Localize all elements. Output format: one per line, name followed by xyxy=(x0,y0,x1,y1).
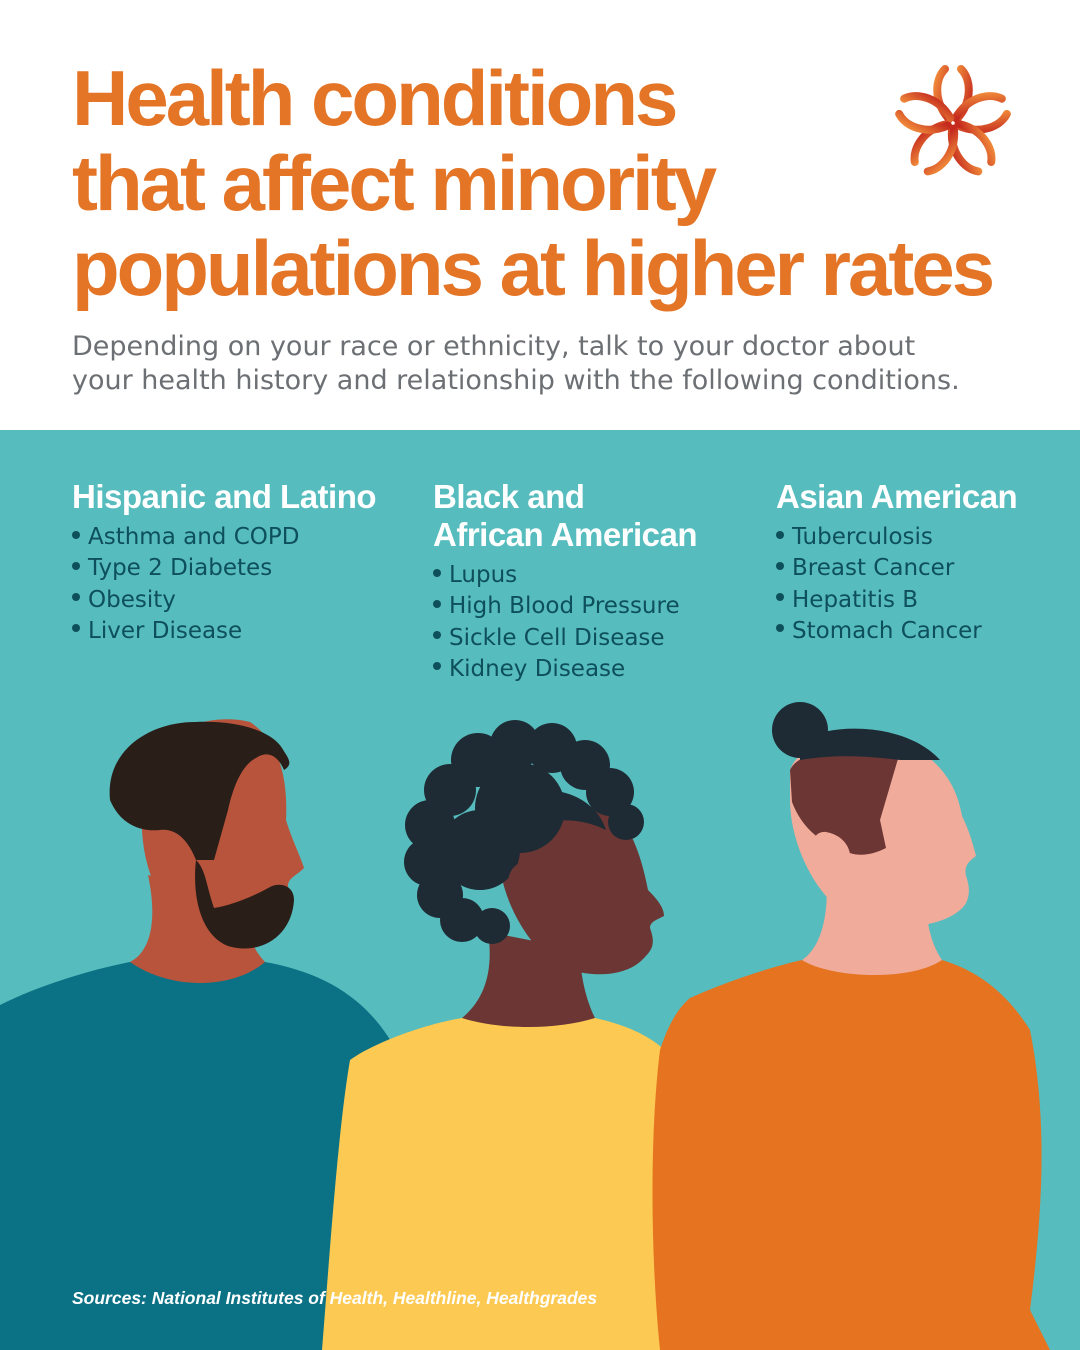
condition-list: Asthma and COPD Type 2 Diabetes Obesity … xyxy=(72,522,376,647)
condition-label: Hepatitis B xyxy=(792,586,919,613)
group-black-african-american: Black and African American Lupus High Bl… xyxy=(433,478,698,685)
list-item: Lupus xyxy=(433,560,697,591)
list-item: Hepatitis B xyxy=(776,585,1017,616)
condition-label: Type 2 Diabetes xyxy=(88,555,273,582)
group-heading-line: Black and xyxy=(433,478,585,515)
condition-label: Lupus xyxy=(449,562,518,588)
group-hispanic-latino: Hispanic and Latino Asthma and COPD Type… xyxy=(72,478,377,647)
bullet-icon xyxy=(72,530,80,539)
list-item: Asthma and COPD xyxy=(72,522,376,553)
list-item: Tuberculosis xyxy=(776,522,1017,553)
list-item: Kidney Disease xyxy=(433,654,697,685)
bullet-icon xyxy=(776,624,784,633)
bullet-icon xyxy=(776,561,784,570)
bullet-icon xyxy=(776,530,784,539)
group-heading: Asian American xyxy=(776,478,1018,516)
condition-label: Tuberculosis xyxy=(792,524,933,550)
condition-label: Obesity xyxy=(88,586,176,613)
condition-list: Lupus High Blood Pressure Sickle Cell Di… xyxy=(433,560,697,685)
condition-label: Sickle Cell Disease xyxy=(449,624,665,651)
list-item: Sickle Cell Disease xyxy=(433,623,697,654)
condition-label: Stomach Cancer xyxy=(792,617,982,644)
subtitle-line: Depending on your race or ethnicity, tal… xyxy=(72,331,916,362)
subtitle-line: your health history and relationship wit… xyxy=(72,365,960,396)
bullet-icon xyxy=(72,593,80,602)
page-subtitle: Depending on your race or ethnicity, tal… xyxy=(72,330,1032,398)
bullet-icon xyxy=(433,631,441,640)
list-item: High Blood Pressure xyxy=(433,591,697,622)
list-item: Type 2 Diabetes xyxy=(72,553,376,584)
page-title: Health conditions that affect minority p… xyxy=(72,54,995,312)
bullet-icon xyxy=(72,624,80,633)
group-asian-american: Asian American Tuberculosis Breast Cance… xyxy=(776,478,1018,647)
bullet-icon xyxy=(433,662,441,671)
african-american-woman-figure xyxy=(322,720,690,1350)
group-heading: Black and African American xyxy=(433,478,698,554)
header: Health conditions that affect minority p… xyxy=(0,0,1080,430)
group-heading-line: African American xyxy=(433,516,698,553)
sources-note: Sources: National Institutes of Health, … xyxy=(72,1288,598,1308)
bullet-icon xyxy=(433,599,441,608)
condition-list: Tuberculosis Breast Cancer Hepatitis B S… xyxy=(776,522,1017,647)
list-item: Obesity xyxy=(72,585,376,616)
bullet-icon xyxy=(72,561,80,570)
list-item: Breast Cancer xyxy=(776,553,1017,584)
condition-label: Kidney Disease xyxy=(449,655,626,682)
bullet-icon xyxy=(433,568,441,577)
flower-logo-icon xyxy=(895,65,1011,176)
hispanic-man-figure xyxy=(0,719,395,1350)
group-heading-line: Hispanic and Latino xyxy=(72,478,377,515)
people-illustration xyxy=(0,702,1050,1350)
conditions-panel: Hispanic and Latino Asthma and COPD Type… xyxy=(0,430,1080,1350)
bullet-icon xyxy=(776,593,784,602)
title-line: that affect minority xyxy=(72,139,717,227)
group-heading-line: Asian American xyxy=(776,478,1018,515)
group-heading: Hispanic and Latino xyxy=(72,478,377,516)
list-item: Stomach Cancer xyxy=(776,616,1017,647)
condition-label: Asthma and COPD xyxy=(88,524,300,550)
condition-label: High Blood Pressure xyxy=(449,593,680,620)
title-line: populations at higher rates xyxy=(72,224,995,312)
list-item: Liver Disease xyxy=(72,616,376,647)
condition-label: Breast Cancer xyxy=(792,555,955,582)
asian-american-man-figure xyxy=(652,702,1050,1350)
condition-label: Liver Disease xyxy=(88,617,243,644)
title-line: Health conditions xyxy=(72,54,678,142)
